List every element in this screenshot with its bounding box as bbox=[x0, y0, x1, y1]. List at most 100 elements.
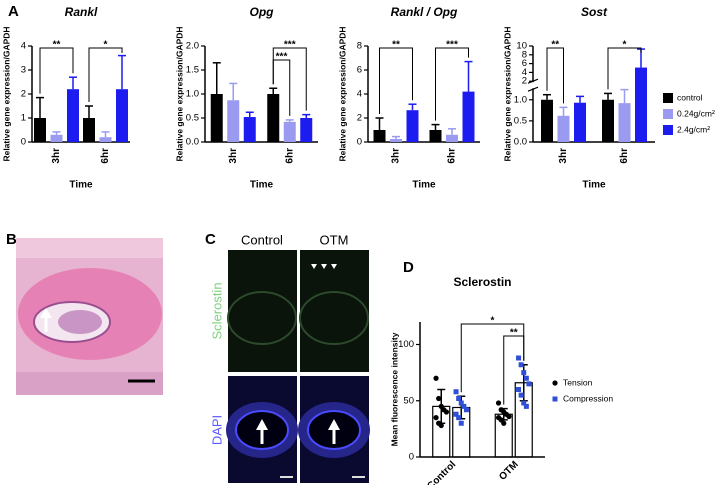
bar bbox=[541, 99, 553, 142]
legend-label: 0.24g/cm² bbox=[677, 108, 715, 118]
y-tick-label: 4 bbox=[357, 89, 362, 100]
x-tick-label: 3hr bbox=[558, 148, 569, 164]
x-tick-label: OTM bbox=[497, 459, 520, 482]
significance-label: * bbox=[104, 40, 108, 51]
data-point bbox=[521, 400, 527, 406]
legend-label: 2.4g/cm² bbox=[677, 124, 710, 134]
legend-marker bbox=[552, 396, 558, 402]
axis-break bbox=[529, 82, 537, 89]
data-point bbox=[495, 400, 502, 406]
bar bbox=[373, 130, 386, 142]
data-point bbox=[463, 407, 469, 413]
y-axis-label: Relative gene expression/GAPDH bbox=[174, 26, 184, 161]
y-axis-label: Relative gene expression/GAPDH bbox=[1, 26, 11, 161]
bar bbox=[267, 94, 280, 142]
bar bbox=[429, 130, 442, 142]
significance-label: ** bbox=[551, 40, 559, 51]
bar bbox=[243, 117, 256, 142]
y-tick-label: 8 bbox=[522, 49, 527, 60]
significance-bracket bbox=[88, 47, 123, 102]
x-tick-label: 3hr bbox=[391, 148, 402, 164]
bar bbox=[406, 110, 419, 142]
y-tick-label: 1.0 bbox=[186, 89, 199, 100]
bar bbox=[635, 67, 647, 142]
legend-label: control bbox=[677, 92, 703, 102]
significance-label: ** bbox=[53, 40, 61, 51]
y-tick-label: 2 bbox=[21, 89, 26, 100]
legend-marker bbox=[552, 380, 558, 386]
chart-title: Sost bbox=[581, 5, 608, 19]
x-tick-label: 6hr bbox=[284, 148, 295, 164]
y-axis-label: Mean fluorescence intensity bbox=[389, 332, 399, 446]
data-point bbox=[521, 370, 527, 376]
significance-label: * bbox=[491, 316, 495, 327]
row-label: Sclerostin bbox=[209, 282, 224, 339]
data-point bbox=[433, 375, 439, 381]
panel-label: D bbox=[403, 259, 414, 276]
significance-bracket bbox=[379, 47, 413, 114]
chart-title: Rankl bbox=[65, 5, 98, 19]
data-point bbox=[523, 403, 529, 409]
x-tick-label: 6hr bbox=[619, 148, 630, 164]
y-tick-label: 0.5 bbox=[186, 113, 199, 124]
y-tick-label: 3 bbox=[21, 65, 26, 76]
data-point bbox=[518, 392, 524, 398]
x-tick-label: 6hr bbox=[447, 148, 458, 164]
data-point bbox=[458, 420, 464, 426]
data-point bbox=[443, 409, 450, 415]
data-point bbox=[526, 381, 532, 387]
legend-swatch bbox=[663, 125, 673, 135]
fluorescence-image bbox=[226, 250, 370, 483]
x-axis-label: Time bbox=[69, 180, 93, 191]
y-tick-label: 2 bbox=[357, 113, 362, 124]
row-label: DAPI bbox=[209, 415, 224, 445]
y-tick-label: 0 bbox=[357, 137, 362, 148]
y-tick-label: 1.5 bbox=[186, 65, 199, 76]
x-axis-label: Time bbox=[582, 180, 606, 191]
y-axis-label: Relative gene expression/GAPDH bbox=[337, 26, 347, 161]
panel-label: C bbox=[205, 231, 216, 248]
y-tick-label: 50 bbox=[403, 395, 414, 406]
bar bbox=[50, 134, 63, 142]
bar bbox=[99, 137, 112, 142]
data-point bbox=[453, 389, 459, 395]
significance-bracket bbox=[435, 47, 469, 121]
y-tick-label: 0.5 bbox=[514, 115, 527, 126]
bar bbox=[283, 121, 296, 142]
x-tick-label: 3hr bbox=[51, 148, 62, 164]
bar bbox=[116, 89, 128, 142]
column-header: OTM bbox=[320, 232, 349, 247]
data-point bbox=[438, 422, 444, 429]
data-point bbox=[461, 403, 467, 409]
histology-image bbox=[16, 238, 163, 395]
y-tick-label: 0 bbox=[21, 137, 26, 148]
y-tick-label: 1 bbox=[21, 113, 26, 124]
data-point bbox=[458, 400, 464, 406]
bar bbox=[446, 134, 458, 142]
bar bbox=[67, 89, 79, 142]
bar bbox=[210, 94, 223, 142]
bar bbox=[462, 91, 475, 142]
significance-bracket bbox=[546, 47, 564, 104]
data-point bbox=[456, 415, 462, 421]
data-point bbox=[501, 420, 507, 426]
bar bbox=[34, 118, 46, 142]
y-tick-label: 10 bbox=[516, 41, 527, 52]
data-point bbox=[436, 395, 442, 402]
y-tick-label: 0.0 bbox=[514, 137, 527, 148]
significance-label: * bbox=[623, 40, 627, 51]
significance-bracket bbox=[272, 59, 291, 116]
bar bbox=[452, 406, 471, 458]
bar bbox=[557, 115, 570, 142]
legend-swatch bbox=[663, 109, 673, 119]
bar bbox=[602, 99, 614, 142]
data-point bbox=[516, 387, 522, 392]
significance-label: ** bbox=[392, 40, 400, 51]
bar bbox=[227, 100, 240, 142]
significance-label: *** bbox=[284, 40, 296, 51]
y-axis-label: Relative gene expression/GAPDH bbox=[502, 26, 512, 161]
legend-swatch bbox=[663, 93, 673, 103]
y-tick-label: 6 bbox=[357, 65, 362, 76]
y-tick-label: 4 bbox=[21, 41, 26, 52]
